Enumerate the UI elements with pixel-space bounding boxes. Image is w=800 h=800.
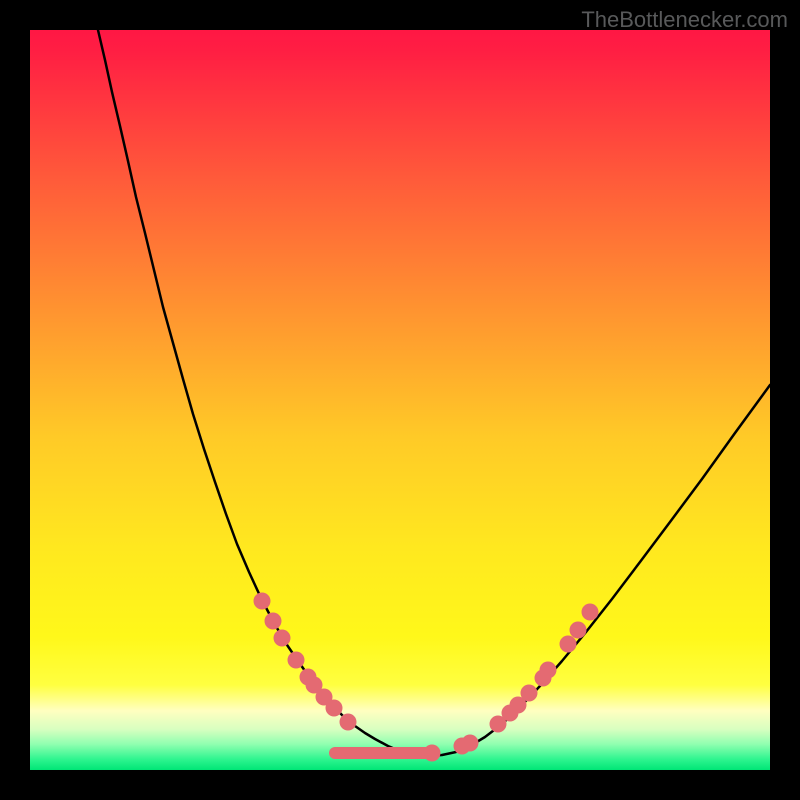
marker-point — [326, 700, 343, 717]
marker-point — [462, 735, 479, 752]
marker-point — [570, 622, 587, 639]
gradient-background — [30, 30, 770, 770]
marker-point — [254, 593, 271, 610]
marker-point — [424, 745, 441, 762]
marker-point — [265, 613, 282, 630]
chart-svg — [0, 0, 800, 800]
marker-point — [540, 662, 557, 679]
chart-frame: TheBottlenecker.com — [0, 0, 800, 800]
watermark-text: TheBottlenecker.com — [581, 7, 788, 33]
marker-point — [521, 685, 538, 702]
marker-point — [560, 636, 577, 653]
marker-point — [340, 714, 357, 731]
marker-point — [582, 604, 599, 621]
marker-point — [274, 630, 291, 647]
marker-point — [288, 652, 305, 669]
